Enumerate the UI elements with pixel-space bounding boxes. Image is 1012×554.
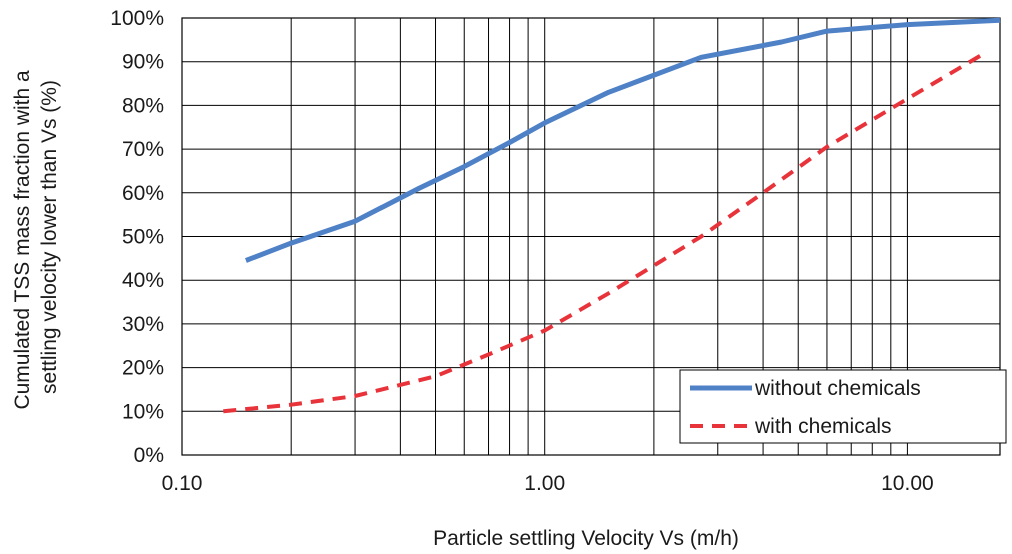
plot-area-border: [181, 17, 1001, 456]
y-tick-label: 50%: [122, 226, 164, 249]
y-tick-label: 70%: [122, 138, 164, 161]
y-tick-label: 100%: [110, 7, 164, 30]
y-axis-ticks: 0% 10% 20% 30% 40% 50% 60% 70% 80% 90% 100%: [110, 7, 164, 467]
x-tick-label: 1.00: [524, 472, 565, 495]
y-axis-title: Cumulated TSS mass fraction with a settl…: [11, 64, 61, 409]
y-tick-label: 10%: [122, 400, 164, 423]
y-axis-title-line-2: settling velocity lower than Vs (%): [38, 80, 61, 394]
series-line-with-chemicals: [223, 53, 983, 414]
legend-label-with-chemicals: with chemicals: [754, 415, 892, 438]
series-line-without-chemicals: [245, 17, 1001, 263]
y-axis-title-line-1: Cumulated TSS mass fraction with a: [11, 70, 34, 410]
series-group: [223, 17, 1001, 414]
legend-box: [679, 369, 1007, 444]
legend: without chemicals with chemicals: [679, 369, 1007, 444]
x-axis-ticks: 0.10 1.00 10.00: [162, 472, 934, 495]
y-tick-label: 40%: [122, 269, 164, 292]
x-tick-label: 0.10: [162, 472, 203, 495]
y-tick-label: 0%: [134, 444, 164, 467]
y-tick-label: 60%: [122, 182, 164, 205]
x-axis-title: Particle settling Velocity Vs (m/h): [433, 527, 739, 550]
legend-label-without-chemicals: without chemicals: [754, 377, 921, 400]
y-tick-label: 90%: [122, 51, 164, 74]
y-tick-label: 20%: [122, 357, 164, 380]
y-tick-label: 30%: [122, 313, 164, 336]
x-tick-label: 10.00: [881, 472, 934, 495]
y-tick-label: 80%: [122, 94, 164, 117]
